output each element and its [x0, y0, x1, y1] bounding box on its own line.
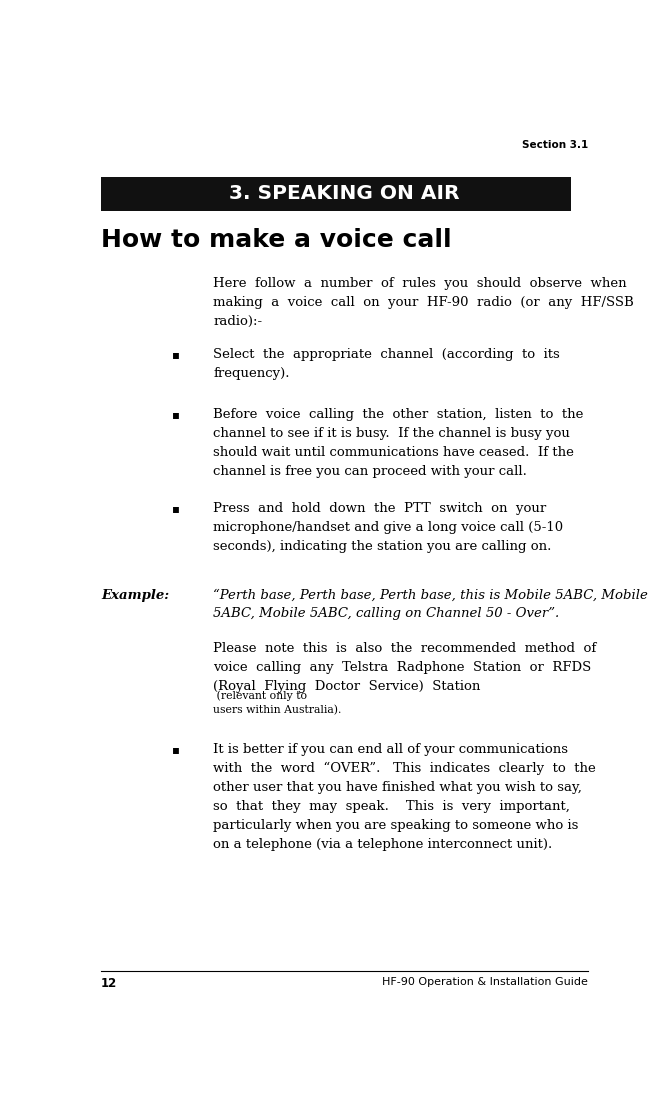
Text: How to make a voice call: How to make a voice call: [101, 228, 452, 252]
Text: Here  follow  a  number  of  rules  you  should  observe  when
making  a  voice : Here follow a number of rules you should…: [214, 276, 634, 328]
Text: Select  the  appropriate  channel  (according  to  its
frequency).: Select the appropriate channel (accordin…: [214, 348, 560, 380]
Text: ▪: ▪: [171, 743, 179, 755]
Text: ▪: ▪: [171, 348, 179, 361]
Text: ▪: ▪: [171, 502, 179, 516]
Text: Section 3.1: Section 3.1: [521, 141, 588, 150]
Text: 3. SPEAKING ON AIR: 3. SPEAKING ON AIR: [229, 185, 460, 204]
Text: (relevant only to
users within Australia).: (relevant only to users within Australia…: [214, 690, 342, 715]
Text: ▪: ▪: [171, 407, 179, 421]
Text: Press  and  hold  down  the  PTT  switch  on  your
microphone/handset and give a: Press and hold down the PTT switch on yo…: [214, 502, 564, 553]
Text: It is better if you can end all of your communications
with  the  word  “OVER”. : It is better if you can end all of your …: [214, 743, 596, 850]
Text: “Perth base, Perth base, Perth base, this is Mobile 5ABC, Mobile
5ABC, Mobile 5A: “Perth base, Perth base, Perth base, thi…: [214, 589, 648, 620]
Text: Before  voice  calling  the  other  station,  listen  to  the
channel to see if : Before voice calling the other station, …: [214, 407, 584, 478]
Text: HF-90 Operation & Installation Guide: HF-90 Operation & Installation Guide: [382, 977, 588, 987]
Text: 12: 12: [101, 977, 118, 990]
Text: Please  note  this  is  also  the  recommended  method  of
voice  calling  any  : Please note this is also the recommended…: [214, 642, 597, 694]
Bar: [101, 177, 571, 211]
Text: Example:: Example:: [101, 589, 169, 602]
